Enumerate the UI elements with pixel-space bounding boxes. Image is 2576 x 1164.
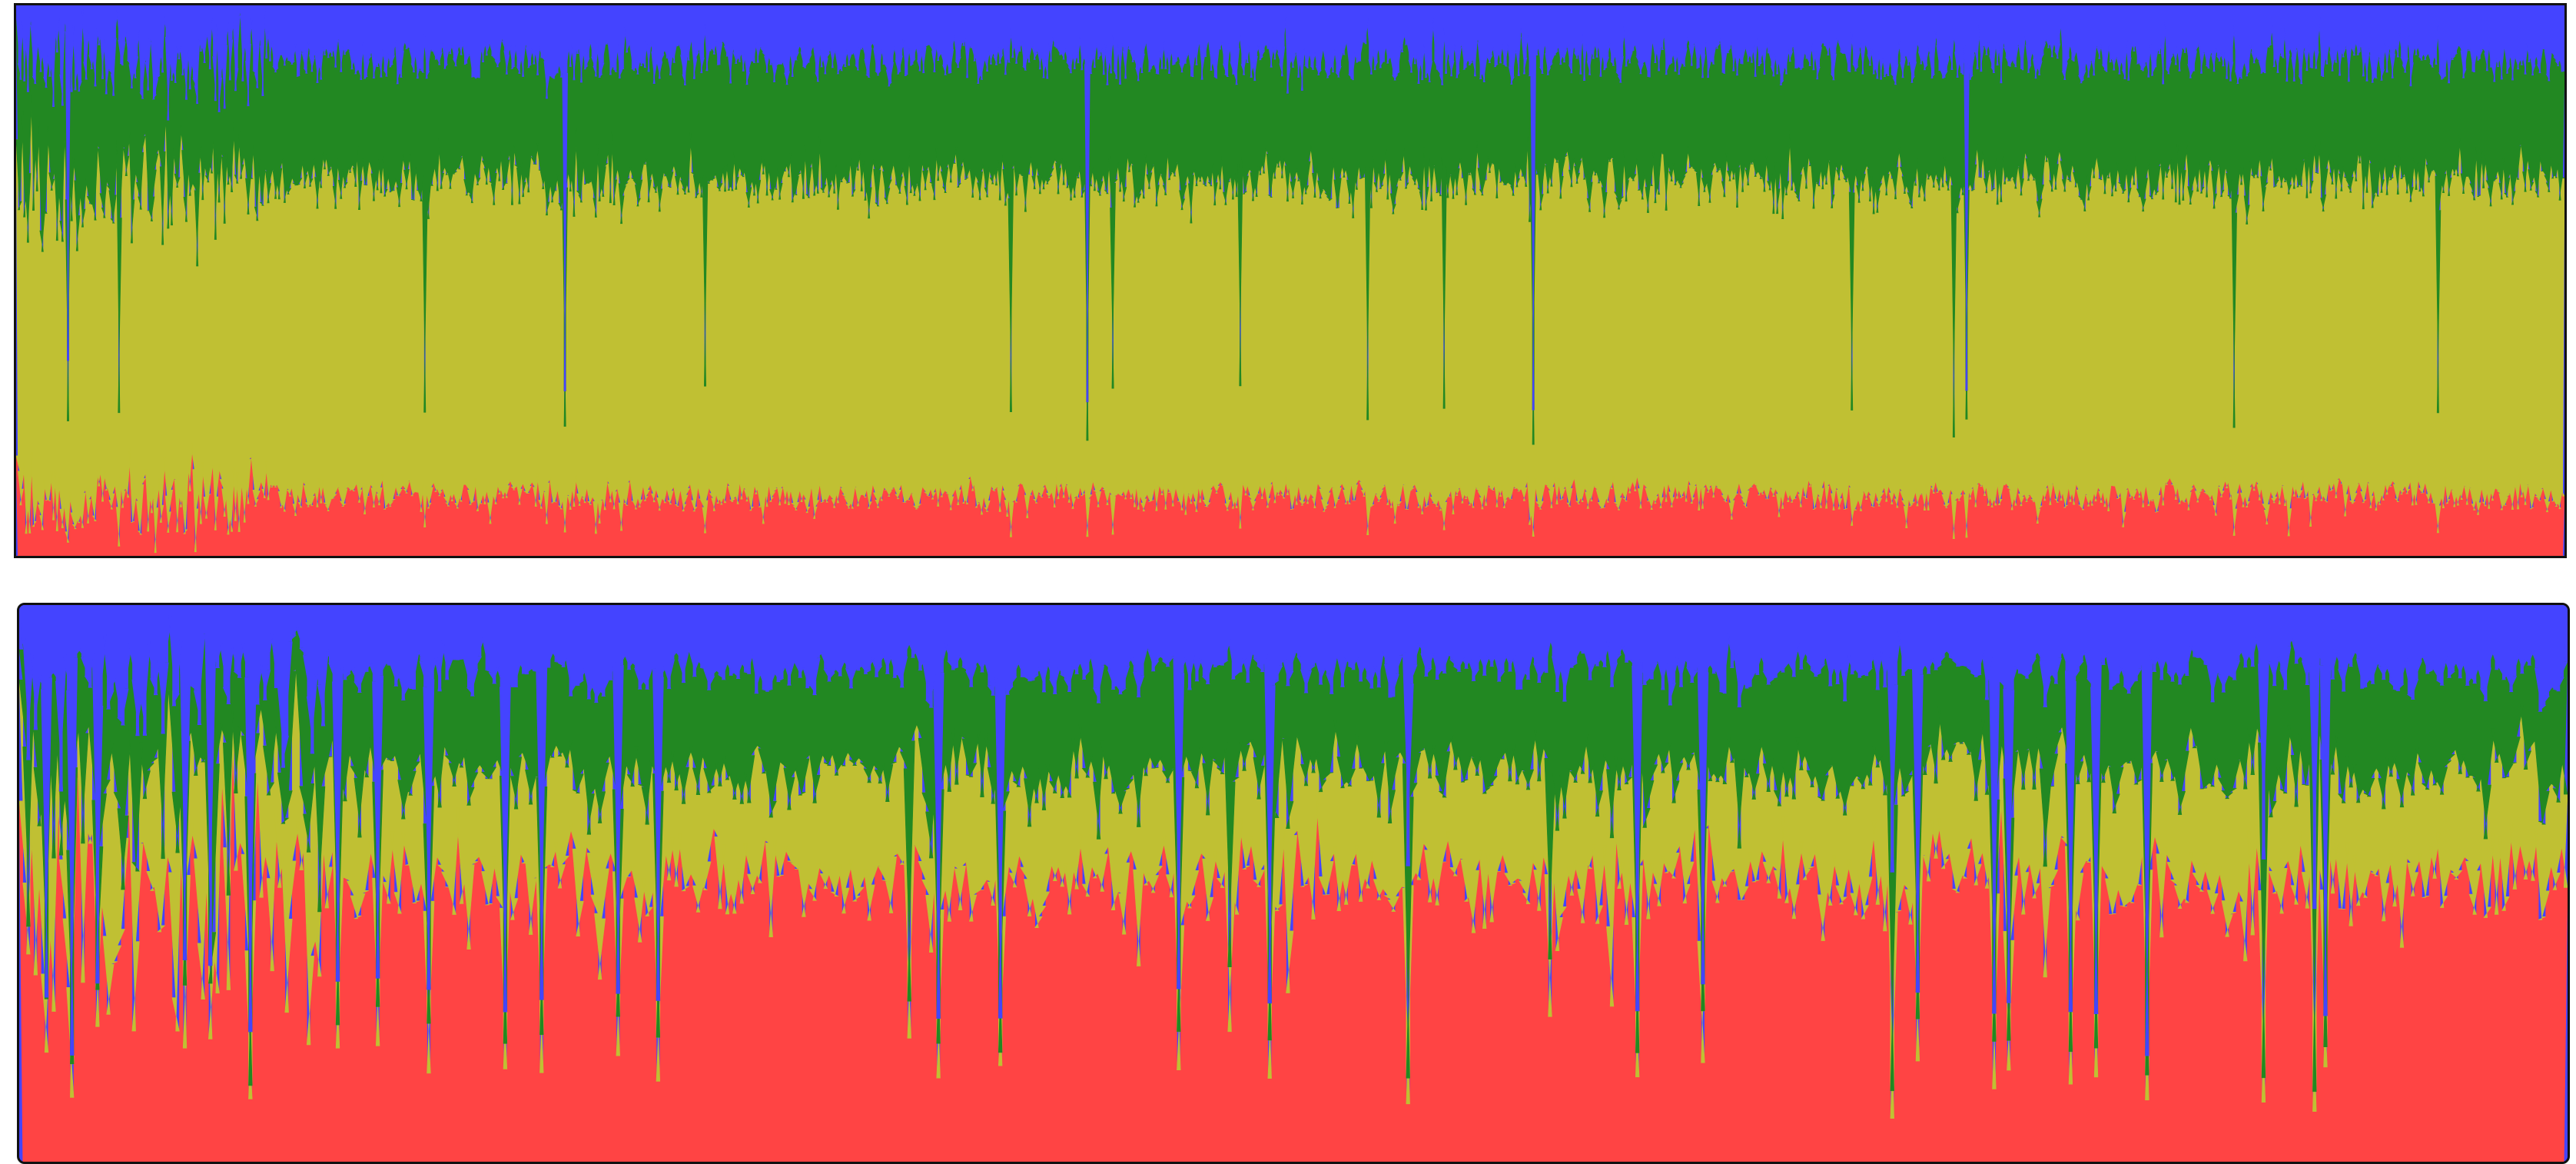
bottom-stacked-area-chart (17, 603, 2570, 1164)
series-area-2 (16, 83, 2564, 554)
series-area-4 (19, 605, 2568, 1056)
bottom-chart-plot-area (19, 605, 2568, 1162)
top-chart-plot-area (16, 5, 2564, 556)
series-area-1 (16, 443, 2564, 556)
series-area-4 (16, 5, 2564, 411)
top-stacked-area-chart (14, 3, 2567, 558)
